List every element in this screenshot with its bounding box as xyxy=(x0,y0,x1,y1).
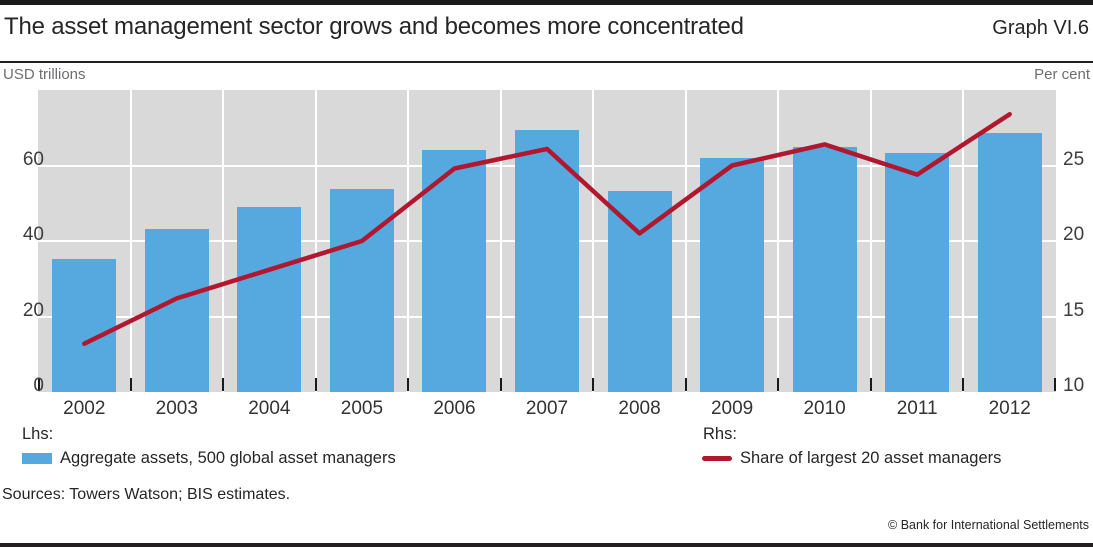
bar-2011 xyxy=(885,153,950,392)
bar-2006 xyxy=(422,150,487,392)
page-title: The asset management sector grows and be… xyxy=(4,13,744,40)
bar-2008 xyxy=(607,191,672,392)
x-axis-label-2008: 2008 xyxy=(618,398,661,419)
gridline-vertical xyxy=(222,90,225,392)
legend-lhs-title: Lhs: xyxy=(22,425,54,443)
bottom-border-bar xyxy=(0,543,1093,547)
line-series-swatch xyxy=(702,455,732,461)
top-border-bar xyxy=(0,0,1093,5)
x-tick xyxy=(684,378,687,391)
x-axis-label-2005: 2005 xyxy=(340,398,384,419)
x-axis-label-2007: 2007 xyxy=(525,398,569,419)
graph-number-label: Graph VI.6 xyxy=(992,17,1089,39)
sources-note: Sources: Towers Watson; BIS estimates. xyxy=(2,486,291,503)
x-tick xyxy=(222,378,225,391)
bar-2004 xyxy=(237,207,302,392)
bar-2007 xyxy=(515,130,579,392)
x-tick xyxy=(777,378,780,391)
x-axis-label-2009: 2009 xyxy=(710,398,754,419)
left-axis-caption: USD trillions xyxy=(3,66,86,83)
right-axis-caption: Per cent xyxy=(1034,66,1090,83)
line-series xyxy=(82,111,1012,346)
x-axis-label-2003: 2003 xyxy=(155,398,198,419)
y-axis-label-right-20: 20 xyxy=(1063,224,1085,245)
x-axis-label-2002: 2002 xyxy=(63,398,106,419)
line-series-label: Share of largest 20 asset managers xyxy=(740,449,1002,467)
gridline-vertical xyxy=(499,90,502,392)
x-tick xyxy=(592,378,595,391)
gridline-vertical xyxy=(777,90,780,392)
x-axis-label-2004: 2004 xyxy=(248,398,291,419)
gridline-vertical xyxy=(129,90,132,392)
x-tick xyxy=(38,378,40,391)
x-tick xyxy=(499,378,502,391)
x-tick xyxy=(129,378,132,391)
gridline-vertical xyxy=(592,90,595,392)
axis-captions: USD trillions Per cent xyxy=(3,66,1090,83)
x-axis-label-2006: 2006 xyxy=(433,398,476,419)
title-rule xyxy=(0,61,1093,63)
y-axis-label-right-25: 25 xyxy=(1063,148,1085,170)
line-path xyxy=(82,111,1012,346)
x-tick xyxy=(314,378,317,391)
legend-item-line: Share of largest 20 asset managers xyxy=(702,448,1001,468)
x-axis-label-2011: 2011 xyxy=(896,398,938,419)
gridline-vertical xyxy=(684,90,687,392)
bar-series-label: Aggregate assets, 500 global asset manag… xyxy=(60,449,396,467)
y-axis-label-right-15: 15 xyxy=(1063,299,1085,321)
gridline-vertical xyxy=(869,90,872,392)
x-tick xyxy=(962,378,965,391)
legend-item-bars: Aggregate assets, 500 global asset manag… xyxy=(22,448,396,468)
gridline-vertical xyxy=(314,90,317,392)
chart-stage: 0 20 40 60 10 15 20 25 2002 2003 2004 2005 2006 2007 2… xyxy=(0,90,1093,420)
x-axis-label-2010: 2010 xyxy=(803,398,846,419)
header: The asset management sector grows and be… xyxy=(4,13,1089,41)
y-axis-label-left-0: 0 xyxy=(33,375,44,396)
y-axis-label-left-40: 40 xyxy=(22,224,44,245)
x-tick xyxy=(407,378,410,391)
x-tick xyxy=(869,378,872,391)
gridline-vertical xyxy=(962,90,965,392)
bar-2002 xyxy=(52,258,117,392)
plot-area xyxy=(38,90,1056,392)
x-tick xyxy=(1054,378,1056,391)
y-axis-label-left-60: 60 xyxy=(22,148,44,170)
bar-2010 xyxy=(792,146,857,392)
bar-2009 xyxy=(700,157,765,392)
legend-rhs-title: Rhs: xyxy=(703,425,737,443)
x-axis-label-2012: 2012 xyxy=(988,398,1031,419)
gridline-vertical xyxy=(407,90,410,392)
copyright-note: © Bank for International Settlements xyxy=(888,518,1089,532)
y-axis-label-right-10: 10 xyxy=(1063,375,1085,396)
y-axis-label-left-20: 20 xyxy=(22,299,44,321)
bar-series-swatch xyxy=(22,452,52,464)
bar-2012 xyxy=(977,133,1042,392)
